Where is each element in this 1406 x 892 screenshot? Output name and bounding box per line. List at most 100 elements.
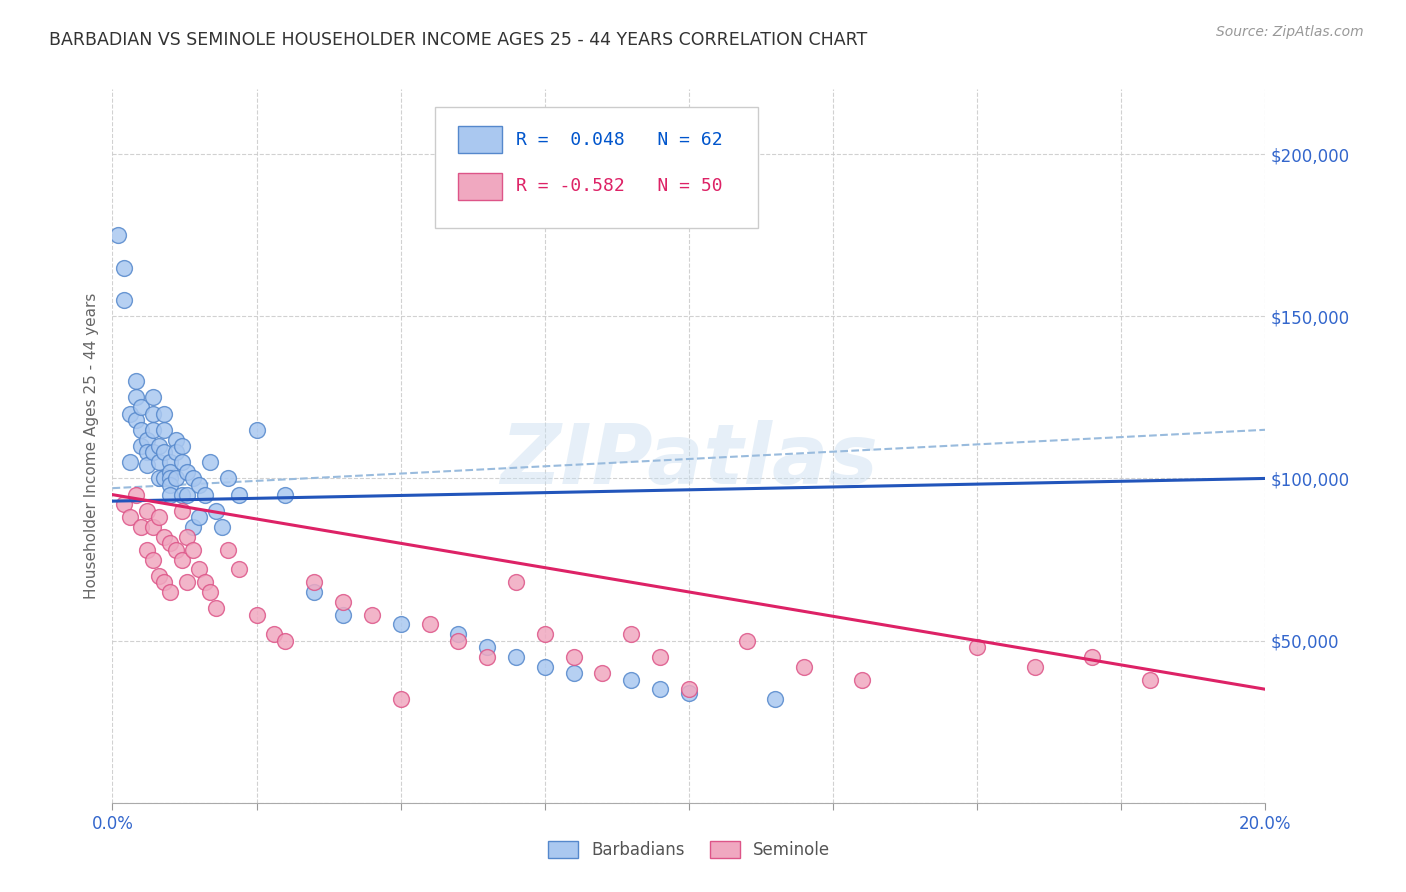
Point (159, 536, 181, 550)
Point (118, 455, 141, 469)
Point (153, 575, 176, 590)
Point (176, 530, 198, 544)
Point (112, 260, 135, 275)
Point (142, 407, 165, 421)
Text: R =  0.048   N = 62: R = 0.048 N = 62 (516, 131, 723, 149)
Point (194, 488, 217, 502)
Point (136, 445, 159, 459)
Point (217, 542, 239, 557)
Point (124, 488, 146, 502)
Point (124, 390, 146, 404)
Point (142, 552, 165, 566)
Legend: Barbadians, Seminole: Barbadians, Seminole (541, 834, 837, 866)
Point (274, 488, 297, 502)
Point (170, 504, 193, 518)
Point (1139, 673, 1161, 687)
Point (1024, 659, 1046, 673)
Point (165, 471, 187, 485)
Point (148, 510, 170, 524)
Point (246, 607, 269, 622)
Point (153, 423, 176, 437)
Point (153, 530, 176, 544)
Point (148, 439, 170, 453)
Point (332, 607, 354, 622)
Point (148, 471, 170, 485)
Point (165, 433, 187, 447)
Text: Source: ZipAtlas.com: Source: ZipAtlas.com (1216, 25, 1364, 39)
Point (159, 585, 181, 599)
Point (205, 504, 228, 518)
Point (228, 488, 250, 502)
Point (188, 510, 211, 524)
Point (153, 445, 176, 459)
Point (447, 627, 470, 641)
Point (118, 407, 141, 421)
Point (181, 520, 204, 534)
Bar (458, 127, 502, 153)
Point (188, 478, 211, 492)
Point (217, 471, 239, 485)
Point (228, 562, 250, 576)
Point (129, 439, 153, 453)
Point (447, 633, 470, 648)
Point (200, 585, 222, 599)
Point (505, 649, 527, 664)
Point (136, 433, 159, 447)
Point (200, 455, 222, 469)
Point (650, 682, 672, 697)
Point (176, 488, 198, 502)
Point (360, 607, 382, 622)
FancyBboxPatch shape (436, 107, 758, 228)
Point (159, 455, 181, 469)
Point (562, 666, 585, 681)
Point (136, 458, 159, 473)
Text: R = -0.582   N = 50: R = -0.582 N = 50 (516, 178, 723, 195)
Point (124, 413, 146, 427)
Point (181, 542, 204, 557)
Point (170, 552, 193, 566)
Point (170, 455, 193, 469)
Point (205, 601, 228, 615)
Point (620, 673, 643, 687)
Point (735, 633, 758, 648)
Point (419, 617, 441, 632)
Y-axis label: Householder Income Ages 25 - 44 years: Householder Income Ages 25 - 44 years (83, 293, 98, 599)
Point (562, 649, 585, 664)
Point (966, 640, 988, 654)
Point (129, 520, 153, 534)
Point (136, 504, 159, 518)
Point (142, 390, 165, 404)
Point (153, 471, 176, 485)
Text: ZIPatlas: ZIPatlas (501, 420, 877, 500)
Point (181, 471, 204, 485)
Point (475, 649, 499, 664)
Point (165, 445, 187, 459)
Point (650, 649, 672, 664)
Point (159, 471, 181, 485)
Point (246, 423, 269, 437)
Point (112, 497, 135, 511)
Point (389, 617, 412, 632)
Point (505, 575, 527, 590)
Point (534, 659, 557, 673)
Point (304, 575, 326, 590)
Point (274, 633, 297, 648)
Point (148, 455, 170, 469)
Point (148, 568, 170, 582)
Point (263, 627, 285, 641)
Point (678, 685, 700, 699)
Point (107, 228, 129, 243)
Point (159, 488, 181, 502)
Point (389, 692, 412, 706)
Point (159, 465, 181, 479)
Point (176, 575, 198, 590)
Point (851, 673, 873, 687)
Point (211, 520, 233, 534)
Point (1081, 649, 1104, 664)
Point (136, 542, 159, 557)
Point (153, 407, 176, 421)
Point (142, 423, 165, 437)
Point (124, 374, 146, 388)
Point (118, 510, 141, 524)
Bar (458, 173, 502, 200)
